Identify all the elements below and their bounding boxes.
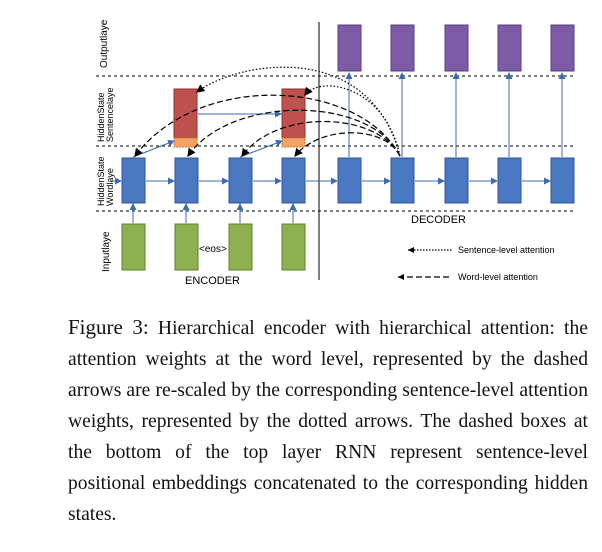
output-layer: [337, 24, 575, 72]
eos-label: <eos>: [199, 244, 227, 255]
word-to-sentence-arrow: [239, 139, 283, 158]
word-hidden-box: [228, 157, 253, 204]
positional-embedding-box: [281, 137, 306, 148]
sentence-hidden-box: [173, 88, 198, 139]
positional-embedding-box: [173, 137, 198, 148]
decoder-hidden-box: [390, 157, 415, 204]
output-box: [550, 24, 575, 72]
input-layer: [121, 223, 306, 271]
output-box: [497, 24, 522, 72]
input-box: [121, 223, 146, 271]
word-hidden-encoder: [121, 157, 306, 204]
layer-label-input: Inputlaye: [101, 231, 112, 272]
layer-label-sentence-2: Sentencelaye: [105, 87, 115, 142]
word-level-attention-arrows: [134, 94, 401, 157]
hierarchical-attention-diagram: Outputlaye HiddenState Sentencelaye Hidd…: [96, 19, 575, 287]
input-box: [281, 223, 306, 271]
decoder-hidden-box: [444, 157, 469, 204]
layer-label-word-1: HiddenState: [96, 156, 106, 206]
legend: Sentence-level attention Word-level atte…: [398, 245, 555, 282]
decoder-hidden-box: [497, 157, 522, 204]
word-hidden-box: [281, 157, 306, 204]
word-hidden-box: [174, 157, 199, 204]
input-to-hidden-arrows: [129, 203, 297, 223]
decoder-hidden-box: [337, 157, 362, 204]
decoder-label: DECODER: [411, 214, 466, 226]
decoder-hidden-box: [550, 157, 575, 204]
output-box: [390, 24, 415, 72]
encoder-label: ENCODER: [185, 275, 240, 287]
output-box: [444, 24, 469, 72]
figure-label: Figure 3:: [68, 315, 149, 339]
figure-caption: Figure 3: Hierarchical encoder with hier…: [68, 312, 588, 530]
input-box: [174, 223, 199, 271]
hidden-to-output-arrows: [345, 72, 566, 157]
layer-label-output: Outputlaye: [99, 19, 110, 68]
caption-text: Hierarchical encoder with hierarchical a…: [68, 318, 588, 525]
word-hidden-box: [121, 157, 146, 204]
layer-label-word-2: Wordlaye: [105, 168, 115, 206]
word-hidden-decoder: [337, 157, 575, 204]
input-box: [228, 223, 253, 271]
layer-label-sentence-1: HiddenState: [96, 92, 106, 142]
output-box: [337, 24, 362, 72]
legend-word-attention: Word-level attention: [458, 272, 538, 282]
sentence-hidden-layer: [173, 88, 306, 148]
word-to-sentence-arrow: [132, 139, 175, 158]
legend-sentence-attention: Sentence-level attention: [458, 245, 555, 255]
